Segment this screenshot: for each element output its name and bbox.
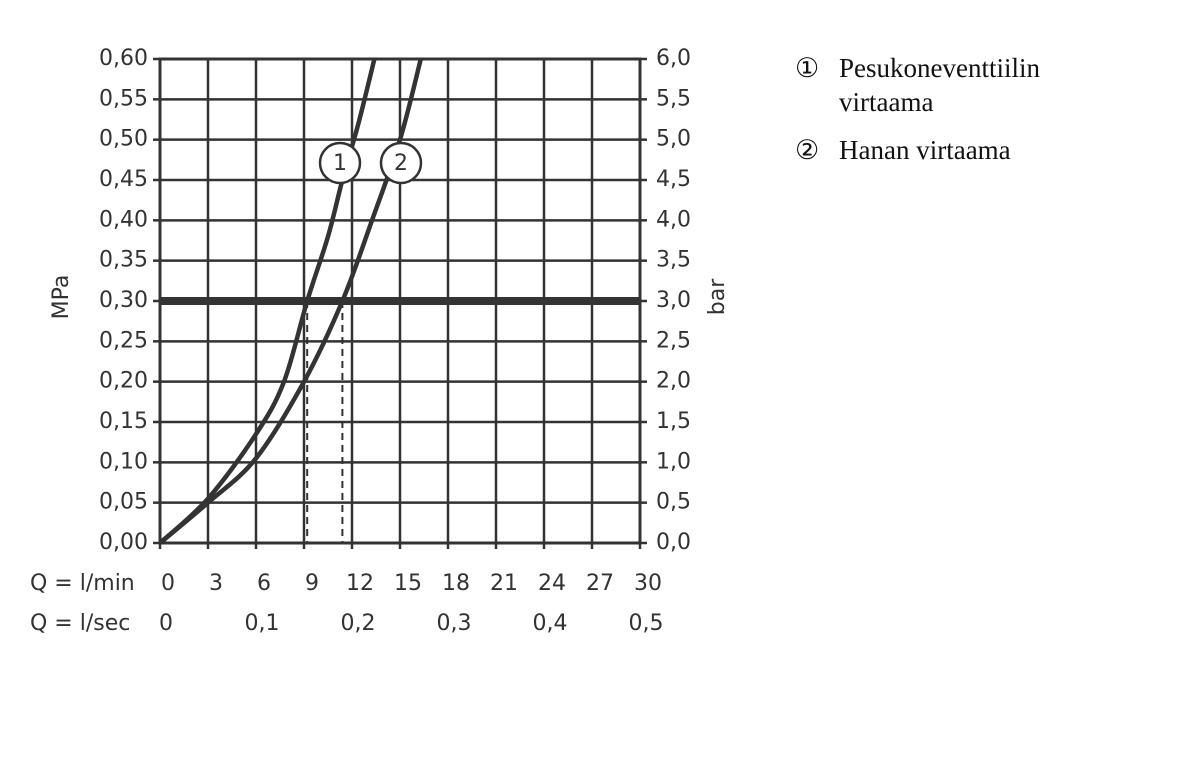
legend-label: Hanan virtaama	[839, 134, 1011, 165]
y2-tick-label: 1,0	[656, 449, 691, 474]
chart: Q = l/min Q = l/sec MPa bar 0 3 6 9 12 15 18 21…	[30, 46, 730, 636]
y-tick-label: 0,35	[99, 248, 148, 273]
x-tick-label: 9	[305, 571, 319, 596]
x2-tick-label: 0,5	[629, 611, 664, 636]
y-tick-label: 0,25	[99, 328, 148, 353]
y-tick-label: 0,40	[99, 207, 148, 232]
series-label-circle	[318, 141, 362, 185]
x-tick-label: 24	[538, 571, 566, 596]
x-tick-label: 30	[634, 571, 662, 596]
y-tick-label: 0,60	[99, 46, 148, 71]
series-label-circle	[379, 141, 423, 185]
y-tick-label: 0,20	[99, 369, 148, 394]
legend-label: Pesukoneventtiilin virtaama	[839, 53, 1040, 117]
y-axis-label: MPa	[49, 275, 74, 320]
y-tick-label: 0,55	[99, 86, 148, 111]
x2-tick-label: 0,3	[437, 611, 472, 636]
y2-tick-label: 2,5	[656, 328, 691, 353]
legend-symbol: ①	[795, 53, 820, 83]
series-label: 1	[333, 151, 347, 176]
y-tick-label: 0,45	[99, 167, 148, 192]
x-tick-label: 21	[490, 571, 518, 596]
y-tick-label: 0,50	[99, 127, 148, 152]
x-tick-label: 15	[394, 571, 422, 596]
y-tick-label: 0,05	[99, 490, 148, 515]
y-tick-label: 0,30	[99, 288, 148, 313]
y2-tick-label: 5,0	[656, 127, 691, 152]
y2-tick-label: 6,0	[656, 46, 691, 71]
x-tick-label: 3	[209, 571, 223, 596]
y-tick-label: 0,10	[99, 449, 148, 474]
y2-tick-label: 5,5	[656, 86, 691, 111]
x-tick-label: 6	[257, 571, 271, 596]
x-tick-label: 18	[442, 571, 470, 596]
legend-item: ① Pesukoneventtiilin virtaama	[795, 52, 1085, 120]
x2-axis-label: Q = l/sec	[30, 611, 130, 636]
x-tick-label: 27	[586, 571, 614, 596]
legend-item: ② Hanan virtaama	[795, 134, 1085, 168]
series-line	[158, 58, 377, 545]
y-tick-label: 0,15	[99, 409, 148, 434]
legend-symbol: ②	[795, 134, 820, 165]
y2-axis-label: bar	[705, 278, 730, 315]
y2-tick-label: 1,5	[656, 409, 691, 434]
x-tick-label: 0	[161, 571, 175, 596]
x2-tick-label: 0,4	[533, 611, 568, 636]
x2-tick-label: 0,1	[245, 611, 280, 636]
legend: ① Pesukoneventtiilin virtaama ② Hanan virta…	[795, 52, 1085, 181]
y2-tick-label: 0,5	[656, 490, 691, 515]
y-tick-label: 0,00	[99, 530, 148, 555]
x-tick-label: 12	[346, 571, 374, 596]
y2-tick-label: 3,5	[656, 248, 691, 273]
y2-tick-label: 0,0	[656, 530, 691, 555]
y2-tick-label: 4,0	[656, 207, 691, 232]
y2-tick-label: 3,0	[656, 288, 691, 313]
x2-tick-label: 0	[159, 611, 173, 636]
x-axis-label: Q = l/min	[30, 571, 135, 596]
y2-tick-label: 4,5	[656, 167, 691, 192]
x2-tick-label: 0,2	[341, 611, 376, 636]
series-label: 2	[394, 151, 408, 176]
y2-tick-label: 2,0	[656, 369, 691, 394]
